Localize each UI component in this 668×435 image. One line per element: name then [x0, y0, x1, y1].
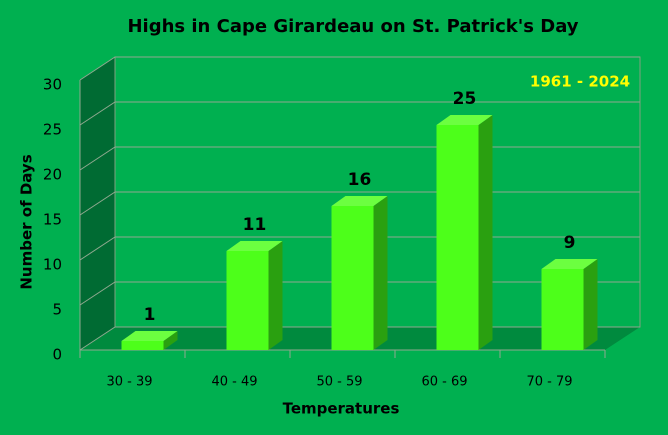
- bar: [331, 196, 388, 350]
- data-label: 9: [564, 233, 576, 253]
- y-tick-label: 30: [43, 76, 62, 94]
- bar-face: [121, 331, 178, 341]
- y-tick-label: 0: [52, 346, 62, 364]
- data-label: 25: [453, 89, 477, 109]
- y-tick-label: 15: [43, 211, 62, 229]
- bar-face: [268, 241, 283, 350]
- bar-face: [436, 125, 479, 350]
- y-tick-label: 10: [43, 256, 62, 274]
- x-tick-label: 70 - 79: [526, 375, 572, 390]
- y-axis-title: Number of Days: [18, 154, 36, 289]
- y-tick-label: 25: [43, 121, 62, 139]
- plot: 0 5 10 15 20 25 30 30 - 39 1 40 - 49 11 50 - 59 16 60…: [43, 56, 640, 390]
- x-tick-label: 50 - 59: [316, 375, 362, 390]
- bar: [121, 331, 178, 350]
- bar-face: [121, 341, 164, 350]
- chart-title: Highs in Cape Girardeau on St. Patrick's…: [127, 16, 578, 37]
- bar: [226, 241, 283, 350]
- bar-face: [226, 251, 269, 350]
- bar-face: [436, 115, 493, 125]
- data-label: 1: [144, 305, 156, 325]
- x-axis-title: Temperatures: [283, 400, 400, 418]
- data-label: 11: [243, 215, 267, 235]
- bar-face: [583, 259, 598, 350]
- y-tick-label: 20: [43, 166, 62, 184]
- x-tick-label: 30 - 39: [106, 375, 152, 390]
- data-label: 16: [348, 170, 372, 190]
- bar: [436, 115, 493, 350]
- bar-face: [163, 331, 178, 350]
- bar-face: [478, 115, 493, 350]
- annotation: 1961 - 2024: [530, 73, 630, 91]
- bar-face: [331, 206, 374, 350]
- bar-face: [226, 241, 283, 251]
- grid-line: [79, 101, 640, 126]
- bar: [541, 259, 598, 350]
- x-tick-label: 60 - 69: [421, 375, 467, 390]
- bar-face: [541, 269, 584, 350]
- bar-face: [541, 259, 598, 269]
- grid-line: [79, 56, 640, 81]
- bar-face: [373, 196, 388, 350]
- y-tick-label: 5: [52, 301, 62, 319]
- x-tick-label: 40 - 49: [211, 375, 257, 390]
- bar-face: [331, 196, 388, 206]
